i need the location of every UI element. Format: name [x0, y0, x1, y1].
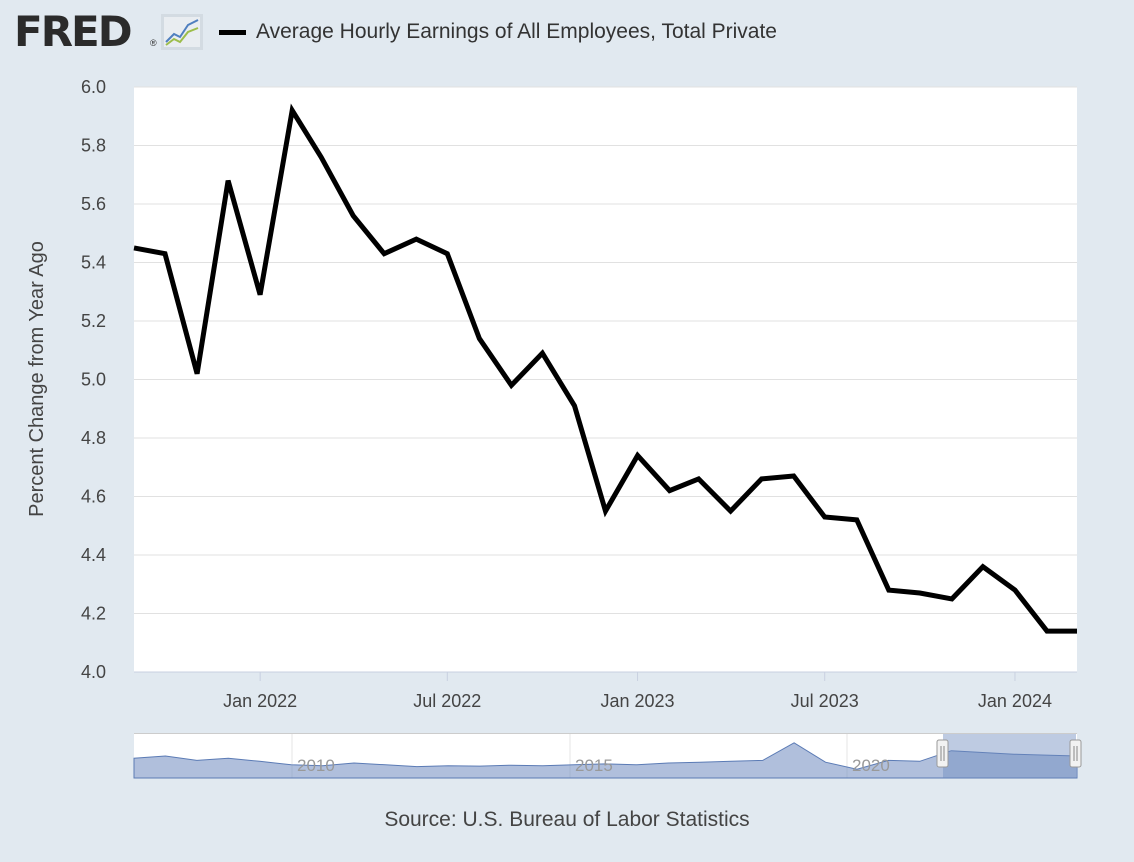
y-axis-ticks: 4.0 4.2 4.4 4.6 4.8 5.0 5.2 5.4 5.6 5.8 6.0 [81, 77, 106, 682]
data-point[interactable] [445, 251, 450, 256]
y-tick-label: 5.0 [81, 370, 106, 390]
data-point[interactable] [382, 251, 387, 256]
x-tick-label: Jan 2022 [223, 691, 297, 711]
y-tick-label: 5.8 [81, 136, 106, 156]
y-tick-label: 5.4 [81, 253, 106, 273]
data-point[interactable] [1013, 588, 1018, 593]
source-note: Source: U.S. Bureau of Labor Statistics [384, 808, 750, 831]
data-point[interactable] [1075, 629, 1080, 634]
data-point[interactable] [163, 251, 168, 256]
series-line[interactable] [133, 103, 1077, 634]
data-point[interactable] [572, 403, 577, 408]
registered-mark: ® [150, 38, 157, 48]
series-layer [132, 103, 1080, 634]
navigator-year-2020: 2020 [852, 756, 890, 775]
navigator-selection[interactable] [943, 734, 1076, 778]
data-point[interactable] [132, 245, 137, 250]
data-point[interactable] [728, 509, 733, 514]
data-point[interactable] [290, 108, 295, 113]
data-point[interactable] [791, 474, 796, 479]
chart: 4.0 4.2 4.4 4.6 4.8 5.0 5.2 5.4 5.6 5.8 6.0 Jan 20… [26, 77, 1082, 779]
gridlines [134, 86, 1077, 614]
y-tick-label: 6.0 [81, 77, 106, 97]
data-point[interactable] [696, 476, 701, 481]
y-tick-label: 4.4 [81, 545, 106, 565]
x-tick-label: Jul 2023 [791, 691, 859, 711]
data-point[interactable] [258, 292, 263, 297]
data-point[interactable] [886, 588, 891, 593]
range-navigator[interactable]: 2010 2015 2020 [133, 733, 1082, 779]
y-tick-label: 4.8 [81, 428, 106, 448]
legend-label: Average Hourly Earnings of All Employees… [256, 20, 777, 43]
data-point[interactable] [477, 336, 482, 341]
y-tick-label: 5.6 [81, 194, 106, 214]
y-axis-label: Percent Change from Year Ago [26, 241, 48, 517]
data-point[interactable] [759, 476, 764, 481]
data-point[interactable] [917, 591, 922, 596]
y-tick-label: 4.6 [81, 487, 106, 507]
x-tick-label: Jan 2023 [601, 691, 675, 711]
data-point[interactable] [1045, 629, 1050, 634]
x-axis-ticks: Jan 2022 Jul 2022 Jan 2023 Jul 2023 Jan 2024 [223, 672, 1052, 711]
navigator-year-2015: 2015 [575, 756, 613, 775]
fred-logo[interactable]: FRED [14, 7, 133, 56]
data-point[interactable] [980, 564, 985, 569]
data-point[interactable] [351, 213, 356, 218]
legend[interactable]: Average Hourly Earnings of All Employees… [219, 18, 777, 46]
x-tick-label: Jan 2024 [978, 691, 1052, 711]
legend-swatch [219, 29, 246, 35]
data-point[interactable] [635, 453, 640, 458]
data-point[interactable] [540, 351, 545, 356]
navigator-area [133, 742, 1078, 779]
line-chart-icon [161, 14, 203, 50]
data-point[interactable] [603, 509, 608, 514]
data-point[interactable] [949, 596, 954, 601]
data-point[interactable] [854, 517, 859, 522]
y-tick-label: 4.0 [81, 662, 106, 682]
data-point[interactable] [509, 383, 514, 388]
header: FRED ® Average Hourly Earnings of All Em… [0, 0, 1134, 70]
data-point[interactable] [822, 515, 827, 520]
navigator-right-handle[interactable] [1069, 739, 1082, 768]
data-point[interactable] [414, 237, 419, 242]
navigator-year-2010: 2010 [297, 756, 335, 775]
navigator-left-handle[interactable] [936, 739, 949, 768]
x-tick-label: Jul 2022 [413, 691, 481, 711]
data-point[interactable] [226, 178, 231, 183]
data-point[interactable] [195, 371, 200, 376]
data-point[interactable] [319, 155, 324, 160]
y-tick-label: 5.2 [81, 311, 106, 331]
y-tick-label: 4.2 [81, 604, 106, 624]
data-point[interactable] [667, 488, 672, 493]
